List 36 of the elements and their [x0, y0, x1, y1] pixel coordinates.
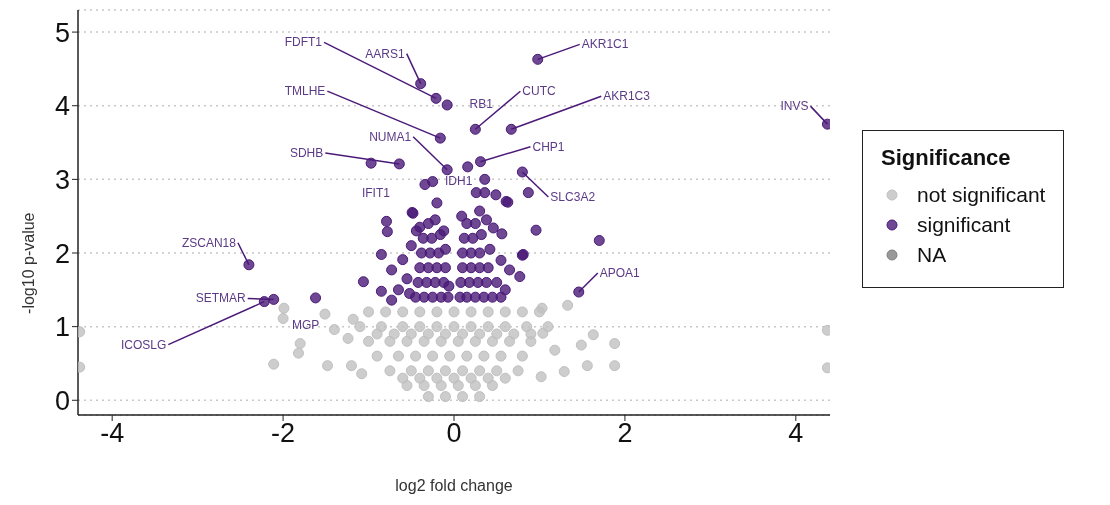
annotation: NUMA1 — [369, 129, 412, 144]
y-tick-label: 1 — [54, 312, 70, 343]
annotation: AKR1C1 — [581, 37, 629, 52]
y-tick-label: 4 — [54, 91, 70, 122]
legend-label: NA — [917, 243, 947, 267]
annotation: CUTC — [522, 84, 557, 99]
annotation: TMLHE — [284, 84, 326, 99]
annotation: INVS — [780, 99, 809, 114]
annotation: FDFT1 — [284, 35, 323, 50]
y-tick-label: 2 — [54, 238, 70, 269]
annotation: AARS1 — [365, 46, 405, 61]
y-axis-title: -log10 p-value — [19, 212, 37, 314]
x-axis-title: log2 fold change — [395, 477, 513, 494]
x-tick-label: 2 — [617, 418, 633, 449]
legend-title: Significance — [881, 145, 1012, 171]
annotation: ICOSLG — [120, 337, 167, 352]
y-tick-label: 0 — [54, 385, 70, 416]
x-tick-label: -2 — [271, 418, 296, 449]
annotation: CHP1 — [532, 139, 565, 154]
annotation: RB1 — [469, 96, 494, 111]
annotation: SDHB — [289, 145, 324, 160]
x-tick-label: -4 — [100, 418, 125, 449]
x-tick-label: 4 — [788, 418, 804, 449]
x-tick-label: 0 — [446, 418, 462, 449]
annotation: IDH1 — [445, 173, 473, 188]
y-tick-label: 3 — [54, 164, 70, 195]
legend-label: significant — [917, 213, 1011, 237]
annotation: AKR1C3 — [603, 89, 651, 104]
annotation: SLC3A2 — [550, 190, 596, 204]
annotation: MGP — [291, 317, 320, 332]
annotation: IFIT1 — [361, 185, 391, 200]
legend-label: not significant — [917, 183, 1046, 207]
y-tick-label: 5 — [54, 17, 70, 48]
annotation: APOA1 — [599, 266, 641, 281]
annotation: SETMAR — [195, 291, 247, 306]
annotation: ZSCAN18 — [181, 235, 237, 250]
